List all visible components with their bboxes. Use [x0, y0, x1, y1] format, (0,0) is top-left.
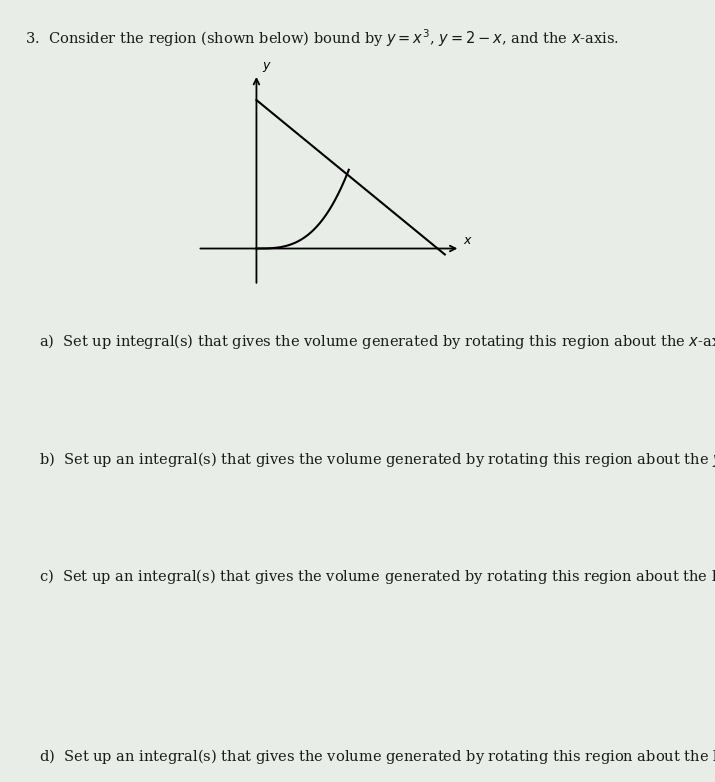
Text: b)  Set up an integral(s) that gives the volume generated by rotating this regio: b) Set up an integral(s) that gives the …	[39, 450, 715, 468]
Text: 3.  Consider the region (shown below) bound by $y = x^3$, $y = 2 - x$, and the $: 3. Consider the region (shown below) bou…	[25, 27, 619, 49]
Text: a)  Set up integral(s) that gives the volume generated by rotating this region a: a) Set up integral(s) that gives the vol…	[39, 332, 715, 351]
Text: $x$: $x$	[463, 234, 473, 247]
Text: c)  Set up an integral(s) that gives the volume generated by rotating this regio: c) Set up an integral(s) that gives the …	[39, 567, 715, 586]
Text: $y$: $y$	[262, 60, 272, 74]
Text: d)  Set up an integral(s) that gives the volume generated by rotating this regio: d) Set up an integral(s) that gives the …	[39, 747, 715, 766]
